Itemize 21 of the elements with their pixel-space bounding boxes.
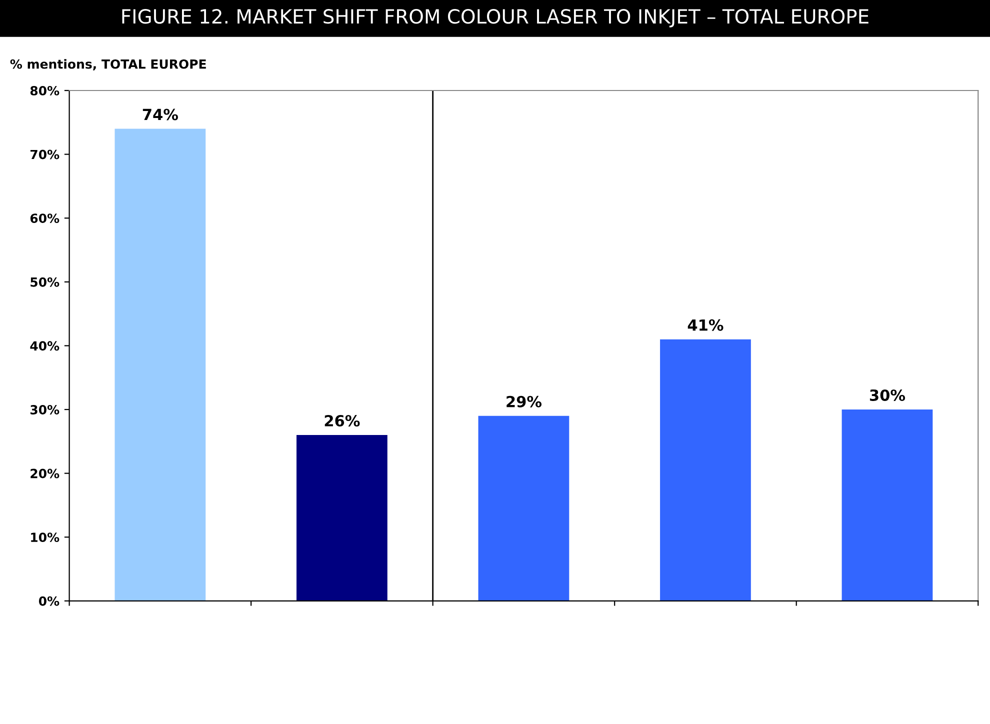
y-tick-label: 50% xyxy=(30,277,60,287)
data-label: 30% xyxy=(870,389,906,401)
y-tick-label: 40% xyxy=(30,341,60,351)
y-axis-title: % mentions, TOTAL EUROPE xyxy=(10,59,206,70)
data-label: 29% xyxy=(506,396,542,408)
bar xyxy=(114,128,206,601)
bar xyxy=(842,410,933,601)
data-label: 41% xyxy=(688,319,724,331)
y-tick-label: 10% xyxy=(31,532,60,542)
y-tick-label: 60% xyxy=(30,214,60,224)
y-tick-label: 70% xyxy=(30,150,60,160)
y-tick-label: 20% xyxy=(30,468,60,478)
data-label: 26% xyxy=(324,414,360,427)
bar xyxy=(296,435,388,601)
y-tick-label: 0% xyxy=(38,596,60,606)
chart-title: FIGURE 12. MARKET SHIFT FROM COLOUR LASER TO INKJET – TOTAL EUROPE xyxy=(122,9,868,28)
bar xyxy=(478,416,570,601)
data-label: 74% xyxy=(142,108,178,120)
y-tick-label: 80% xyxy=(30,86,60,96)
bar xyxy=(660,339,751,601)
y-tick-label: 30% xyxy=(30,404,60,414)
